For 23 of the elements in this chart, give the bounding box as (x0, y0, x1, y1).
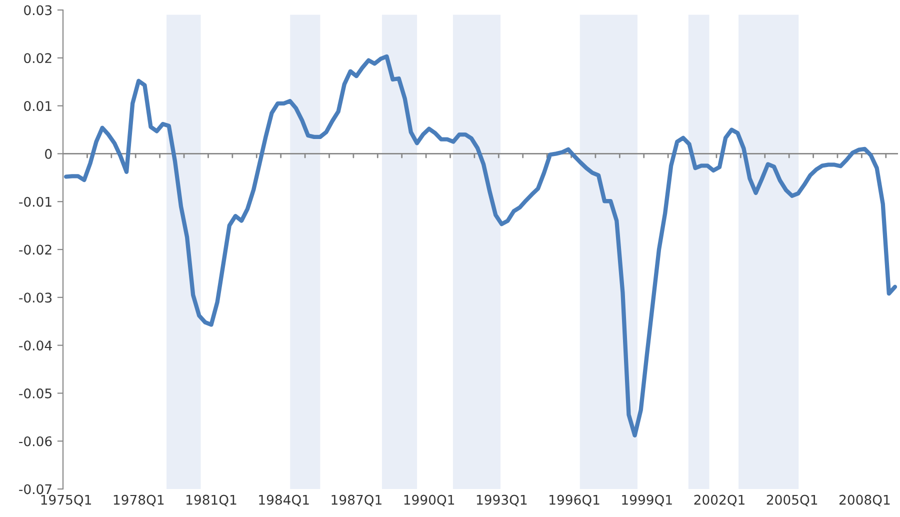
y-tick-label: -0.07 (19, 484, 52, 494)
y-tick-label: -0.05 (19, 388, 52, 398)
y-tick-label: -0.04 (19, 340, 52, 350)
y-tick-label: -0.06 (19, 436, 52, 446)
x-tick-label: 2002Q1 (694, 494, 744, 506)
y-tick-label: 0.02 (24, 53, 52, 64)
x-tick-label: 1990Q1 (404, 494, 454, 506)
x-tick-label: 1975Q1 (41, 494, 91, 506)
y-tick-label: -0.01 (19, 196, 52, 207)
y-tick-label: 0.01 (24, 101, 52, 111)
y-tick-label: -0.03 (19, 292, 52, 303)
x-tick-label: 1978Q1 (114, 494, 164, 506)
x-tick-label: 1999Q1 (622, 494, 672, 506)
x-tick-label: 1984Q1 (259, 494, 309, 506)
x-tick-label: 2005Q1 (766, 494, 818, 506)
x-tick-label: 1981Q1 (186, 494, 236, 506)
y-tick-label: 0 (45, 148, 52, 159)
x-tick-label: 1996Q1 (550, 494, 600, 506)
x-tick-label: 1993Q1 (476, 494, 527, 506)
x-tick-label: 1987Q1 (332, 494, 382, 506)
x-tick-label: 2008Q1 (840, 494, 890, 506)
y-tick-label: -0.02 (19, 244, 52, 255)
y-tick-label: 0.03 (24, 5, 52, 16)
